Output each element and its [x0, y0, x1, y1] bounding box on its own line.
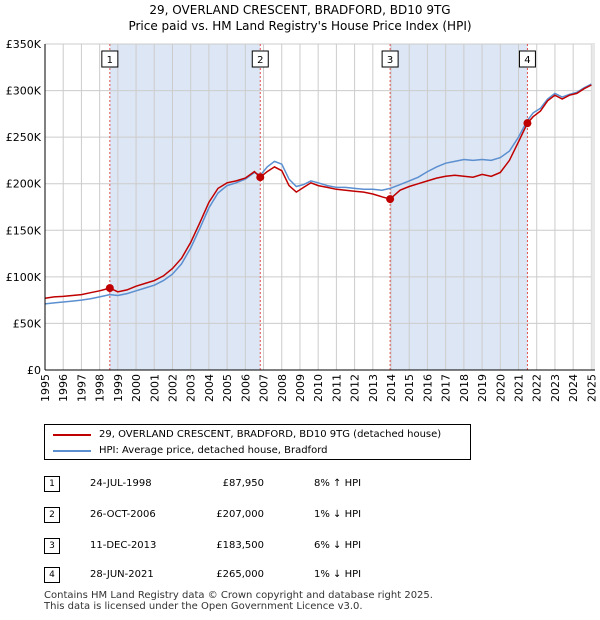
x-tick-label: 1999	[112, 374, 125, 402]
x-tick-label: 1996	[57, 374, 70, 402]
sale-point	[386, 195, 395, 204]
transaction-row: 1 24-JUL-1998 £87,950 8% ↑ HPI	[44, 476, 444, 492]
x-tick-label: 2011	[330, 374, 343, 402]
x-tick-label: 2017	[440, 374, 453, 402]
y-tick-label: £250K	[6, 131, 42, 144]
x-tick-label: 1997	[75, 374, 88, 402]
transaction-date: 11-DEC-2013	[90, 540, 157, 551]
transaction-date: 28-JUN-2021	[90, 569, 154, 580]
sale-point	[523, 119, 532, 128]
x-tick-label: 2022	[531, 374, 544, 402]
x-tick-label: 2024	[567, 374, 580, 402]
y-tick-label: £300K	[6, 85, 42, 98]
x-tick-label: 1995	[39, 374, 52, 402]
x-tick-label: 2009	[294, 374, 307, 402]
transaction-price: £207,000	[216, 509, 264, 520]
legend-swatch-hpi	[53, 450, 91, 452]
sale-number-label: 4	[524, 55, 530, 66]
sale-number-box	[251, 50, 269, 68]
x-tick-label: 1998	[94, 374, 107, 402]
sale-number-label: 3	[387, 55, 393, 66]
sale-number-box	[381, 50, 399, 68]
transaction-date: 26-OCT-2006	[90, 509, 156, 520]
legend: 29, OVERLAND CRESCENT, BRADFORD, BD10 9T…	[44, 424, 471, 460]
future-hatch	[591, 44, 595, 370]
sale-point	[256, 173, 265, 182]
x-tick-label: 2018	[458, 374, 471, 402]
x-tick-label: 2005	[221, 374, 234, 402]
legend-swatch-property	[53, 434, 91, 436]
x-tick-label: 2023	[549, 374, 562, 402]
sale-number-label: 1	[107, 55, 113, 66]
transaction-hpi-diff: 1% ↓ HPI	[314, 569, 362, 580]
x-tick-label: 2020	[494, 374, 507, 402]
footer-copyright: Contains HM Land Registry data © Crown c…	[44, 590, 433, 601]
x-tick-label: 2012	[349, 374, 362, 402]
transaction-hpi-diff: 6% ↓ HPI	[314, 540, 362, 551]
transaction-price: £183,500	[216, 540, 264, 551]
transaction-hpi-diff: 1% ↓ HPI	[314, 509, 362, 520]
price-chart: 1 2 3 4 £0 £50K £100K £150K £200K £250K £300K £350K…	[6, 38, 599, 402]
x-tick-label: 2002	[166, 374, 179, 402]
x-tick-label: 2000	[130, 374, 143, 402]
chart-title: 29, OVERLAND CRESCENT, BRADFORD, BD10 9T…	[149, 3, 451, 17]
ownership-shade	[390, 44, 528, 370]
sale-number-label: 2	[257, 55, 263, 66]
transaction-number: 4	[44, 567, 60, 583]
footer-licence: This data is licensed under the Open Gov…	[44, 601, 363, 612]
y-tick-label: £0	[27, 364, 41, 377]
x-tick-label: 2019	[476, 374, 489, 402]
hpi-line	[44, 83, 592, 305]
x-tick-label: 2021	[513, 374, 526, 402]
transaction-date: 24-JUL-1998	[90, 478, 152, 489]
transaction-hpi-diff: 8% ↑ HPI	[314, 478, 362, 489]
y-tick-label: £100K	[6, 271, 42, 284]
legend-label-hpi: HPI: Average price, detached house, Brad…	[99, 445, 328, 456]
x-tick-label: 2008	[276, 374, 289, 402]
property-price-line	[44, 84, 592, 300]
transaction-number: 2	[44, 507, 60, 523]
y-tick-label: £150K	[6, 224, 42, 237]
transaction-row: 4 28-JUN-2021 £265,000 1% ↓ HPI	[44, 567, 444, 583]
transaction-price: £265,000	[216, 569, 264, 580]
x-tick-label: 2025	[585, 374, 598, 402]
x-tick-label: 2016	[421, 374, 434, 402]
x-tick-label: 2015	[403, 374, 416, 402]
ownership-shade	[109, 44, 261, 370]
transaction-number: 1	[44, 476, 60, 492]
sale-number-box	[518, 50, 536, 68]
x-tick-label: 2003	[185, 374, 198, 402]
x-tick-label: 2013	[367, 374, 380, 402]
y-tick-label: £50K	[13, 317, 42, 330]
x-tick-label: 2004	[203, 374, 216, 402]
x-tick-label: 2006	[239, 374, 252, 402]
chart-subtitle: Price paid vs. HM Land Registry's House …	[128, 19, 472, 33]
transaction-price: £87,950	[222, 478, 264, 489]
legend-label-property: 29, OVERLAND CRESCENT, BRADFORD, BD10 9T…	[99, 429, 442, 440]
sale-number-box	[101, 50, 119, 68]
transaction-row: 3 11-DEC-2013 £183,500 6% ↓ HPI	[44, 538, 444, 554]
x-tick-label: 2007	[258, 374, 271, 402]
y-tick-label: £350K	[6, 38, 42, 51]
x-tick-label: 2010	[312, 374, 325, 402]
y-tick-label: £200K	[6, 178, 42, 191]
transaction-row: 2 26-OCT-2006 £207,000 1% ↓ HPI	[44, 507, 444, 523]
transaction-number: 3	[44, 538, 60, 554]
x-tick-label: 2014	[385, 374, 398, 402]
x-tick-label: 2001	[148, 374, 161, 402]
sale-point	[105, 284, 114, 293]
